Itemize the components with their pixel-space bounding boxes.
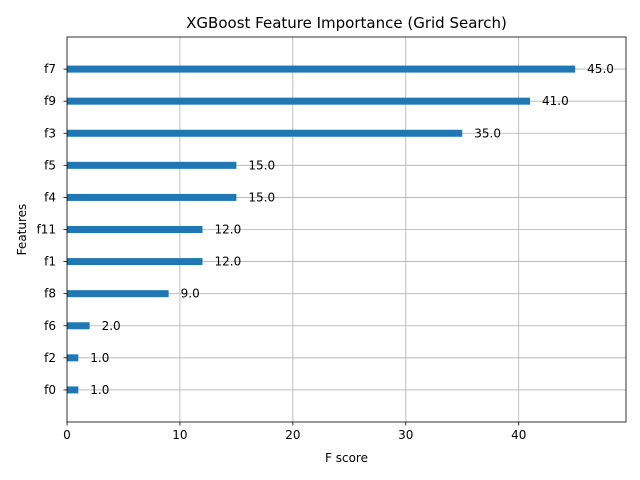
bar bbox=[67, 290, 169, 298]
y-tick-label: f4 bbox=[44, 190, 56, 204]
axes: f0 f2 f6 f8 f1 f11 f4 f5 f3 f9 f7 0 10 20 30 40 bbox=[37, 62, 527, 442]
y-tick-label: f8 bbox=[44, 287, 56, 301]
bar-value-label: 2.0 bbox=[102, 319, 121, 333]
bar bbox=[67, 386, 79, 394]
y-tick-label: f7 bbox=[44, 62, 56, 76]
bar bbox=[67, 65, 576, 73]
x-tick-label: 20 bbox=[285, 428, 300, 442]
bar-value-label: 15.0 bbox=[248, 190, 275, 204]
bar bbox=[67, 129, 463, 137]
bar bbox=[67, 258, 203, 266]
y-tick-label: f1 bbox=[44, 255, 56, 269]
plot-frame bbox=[66, 36, 627, 423]
bar bbox=[67, 354, 79, 362]
bar bbox=[67, 161, 237, 169]
y-tick-label: f6 bbox=[44, 319, 56, 333]
bar-value-label: 9.0 bbox=[181, 287, 200, 301]
bars bbox=[67, 65, 576, 394]
x-tick-label: 40 bbox=[511, 428, 526, 442]
y-tick-label: f9 bbox=[44, 94, 56, 108]
bar-value-label: 35.0 bbox=[474, 126, 501, 140]
bar bbox=[67, 322, 90, 330]
bar bbox=[67, 226, 203, 233]
data-labels: 1.0 1.0 2.0 9.0 12.0 12.0 15.0 15.0 35.0 41.0 45.0 bbox=[90, 62, 614, 397]
bar-value-label: 45.0 bbox=[587, 62, 614, 76]
x-axis-label: F score bbox=[325, 451, 368, 465]
bar bbox=[67, 193, 237, 201]
bar-value-label: 1.0 bbox=[90, 383, 109, 397]
x-tick-label: 10 bbox=[172, 428, 187, 442]
bar bbox=[67, 97, 531, 105]
x-tick-label: 0 bbox=[63, 428, 71, 442]
chart-title: XGBoost Feature Importance (Grid Search) bbox=[186, 14, 507, 32]
bar-value-label: 15.0 bbox=[248, 158, 275, 172]
bar-value-label: 1.0 bbox=[90, 351, 109, 365]
bar-value-label: 12.0 bbox=[215, 223, 242, 237]
y-tick-label: f0 bbox=[44, 383, 56, 397]
y-tick-label: f11 bbox=[37, 223, 57, 237]
x-tick-label: 30 bbox=[398, 428, 413, 442]
y-tick-label: f3 bbox=[44, 126, 56, 140]
y-axis-label: Features bbox=[15, 204, 29, 256]
bar-value-label: 12.0 bbox=[215, 255, 242, 269]
bar-value-label: 41.0 bbox=[542, 94, 569, 108]
y-tick-label: f2 bbox=[44, 351, 56, 365]
y-tick-label: f5 bbox=[44, 158, 56, 172]
